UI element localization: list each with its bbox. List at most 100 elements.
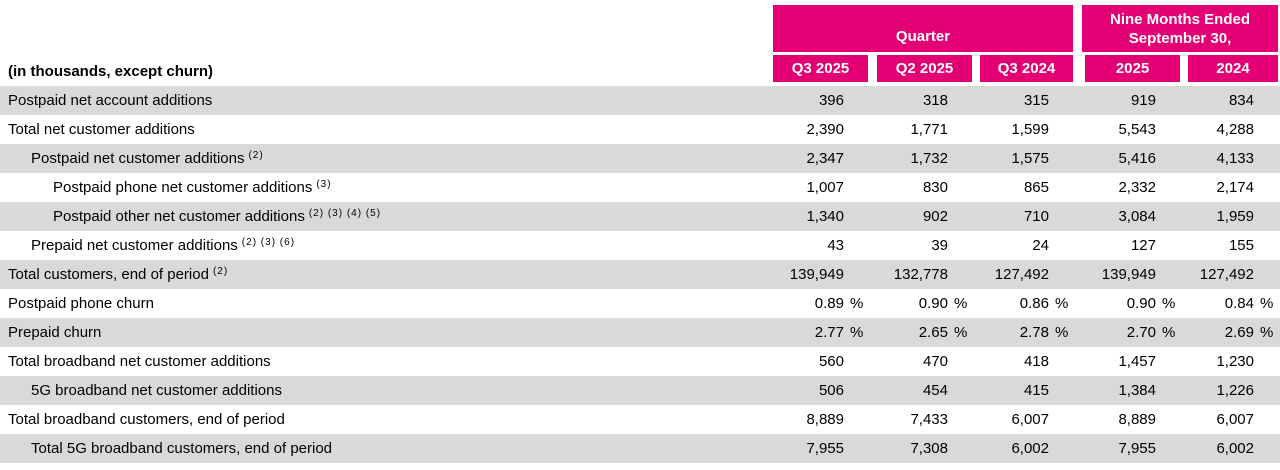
row-label: Total broadband net customer additions — [8, 353, 271, 370]
value-cell: 132,778 — [870, 266, 974, 283]
cell-value: 2,332 — [1118, 179, 1156, 196]
cell-value: 1,732 — [910, 150, 948, 167]
value-cell: 2.69% — [1182, 324, 1280, 341]
value-cell: 1,230 — [1182, 353, 1280, 370]
cell-value: 4,133 — [1216, 150, 1254, 167]
cell-value: 865 — [1023, 179, 1049, 196]
cell-value: 2.77 — [814, 324, 844, 341]
cell-value: 1,340 — [806, 208, 844, 225]
value-cell: 415 — [974, 382, 1075, 399]
footnote-reference: (2) (3) (4) (5) — [308, 208, 382, 219]
value-cell: 24 — [974, 237, 1075, 254]
value-cell: 1,575 — [974, 150, 1075, 167]
table-row: Postpaid net customer additions (2) 2,347 1… — [0, 144, 1280, 173]
value-cell: 454 — [870, 382, 974, 399]
value-cell: 1,599 — [974, 121, 1075, 138]
value-cell: 0.89% — [775, 295, 870, 312]
row-label: Postpaid phone churn — [8, 295, 154, 312]
value-cell: 4,133 — [1182, 150, 1280, 167]
value-cell: 834 — [1182, 92, 1280, 109]
value-cell: 6,002 — [974, 440, 1075, 457]
cell-value: 834 — [1228, 92, 1254, 109]
value-cell: 396 — [775, 92, 870, 109]
row-label: Total 5G broadband customers, end of per… — [31, 440, 333, 457]
value-cell: 506 — [775, 382, 870, 399]
cell-value: 139,949 — [789, 266, 844, 283]
column-header-q3-2025: Q3 2025 — [773, 55, 868, 82]
value-cell: 470 — [870, 353, 974, 370]
percent-sign: % — [1055, 295, 1069, 312]
header-group-nine-months-line1: Nine Months Ended — [1110, 10, 1250, 28]
value-cell: 865 — [974, 179, 1075, 196]
cell-value: 5,416 — [1118, 150, 1156, 167]
row-label: Postpaid net account additions — [8, 92, 213, 109]
header-group-nine-months-line2: September 30, — [1128, 29, 1232, 47]
cell-value: 8,889 — [806, 411, 844, 428]
table-row: Postpaid net account additions 396 318 315 9… — [0, 86, 1280, 115]
table-row: Postpaid phone net customer additions (3)… — [0, 173, 1280, 202]
table-row: Postpaid other net customer additions (2)… — [0, 202, 1280, 231]
cell-value: 1,457 — [1118, 353, 1156, 370]
value-cell: 1,384 — [1075, 382, 1182, 399]
cell-value: 4,288 — [1216, 121, 1254, 138]
value-cell: 6,002 — [1182, 440, 1280, 457]
cell-value: 2,347 — [806, 150, 844, 167]
cell-value: 1,226 — [1216, 382, 1254, 399]
cell-value: 155 — [1228, 237, 1254, 254]
cell-value: 7,955 — [1118, 440, 1156, 457]
value-cell: 5,416 — [1075, 150, 1182, 167]
value-cell: 560 — [775, 353, 870, 370]
header-group-quarter: Quarter — [773, 5, 1073, 52]
cell-value: 2,390 — [806, 121, 844, 138]
cell-value: 2.65 — [918, 324, 948, 341]
percent-sign: % — [1162, 324, 1176, 341]
value-cell: 127,492 — [974, 266, 1075, 283]
percent-sign: % — [954, 324, 968, 341]
value-cell: 2,390 — [775, 121, 870, 138]
cell-value: 315 — [1023, 92, 1049, 109]
cell-value: 0.90 — [918, 295, 948, 312]
value-cell: 0.90% — [870, 295, 974, 312]
value-cell: 7,955 — [1075, 440, 1182, 457]
cell-value: 396 — [818, 92, 844, 109]
cell-value: 1,007 — [806, 179, 844, 196]
header-group-quarter-label: Quarter — [895, 28, 951, 45]
value-cell: 39 — [870, 237, 974, 254]
value-cell: 127,492 — [1182, 266, 1280, 283]
header-group-nine-months: Nine Months Ended September 30, — [1082, 5, 1278, 52]
percent-sign: % — [954, 295, 968, 312]
cell-value: 0.86 — [1019, 295, 1049, 312]
cell-value: 24 — [1032, 237, 1049, 254]
cell-value: 1,959 — [1216, 208, 1254, 225]
value-cell: 2.77% — [775, 324, 870, 341]
value-cell: 0.90% — [1075, 295, 1182, 312]
cell-value: 3,084 — [1118, 208, 1156, 225]
cell-value: 506 — [818, 382, 844, 399]
cell-value: 2,174 — [1216, 179, 1254, 196]
cell-value: 2.70 — [1126, 324, 1156, 341]
row-label: Total customers, end of period (2) — [8, 266, 229, 283]
cell-value: 919 — [1130, 92, 1156, 109]
cell-value: 139,949 — [1101, 266, 1156, 283]
column-header-q2-2025: Q2 2025 — [877, 55, 972, 82]
value-cell: 6,007 — [974, 411, 1075, 428]
row-label: Total net customer additions — [8, 121, 195, 138]
value-cell: 155 — [1182, 237, 1280, 254]
value-cell: 919 — [1075, 92, 1182, 109]
value-cell: 1,340 — [775, 208, 870, 225]
footnote-reference: (3) — [316, 179, 332, 190]
value-cell: 2,174 — [1182, 179, 1280, 196]
value-cell: 2.65% — [870, 324, 974, 341]
row-label: 5G broadband net customer additions — [31, 382, 282, 399]
table-row: Total broadband customers, end of period… — [0, 405, 1280, 434]
cell-value: 6,002 — [1216, 440, 1254, 457]
row-label: Prepaid net customer additions (2) (3) (6… — [31, 237, 296, 254]
cell-value: 902 — [922, 208, 948, 225]
value-cell: 43 — [775, 237, 870, 254]
table-row: Prepaid churn 2.77% 2.65% 2.78% 2.70% 2.69% — [0, 318, 1280, 347]
table-row: Total customers, end of period (2) 139,949… — [0, 260, 1280, 289]
table-row: Total 5G broadband customers, end of per… — [0, 434, 1280, 463]
value-cell: 1,771 — [870, 121, 974, 138]
value-cell: 2,332 — [1075, 179, 1182, 196]
cell-value: 1,599 — [1011, 121, 1049, 138]
